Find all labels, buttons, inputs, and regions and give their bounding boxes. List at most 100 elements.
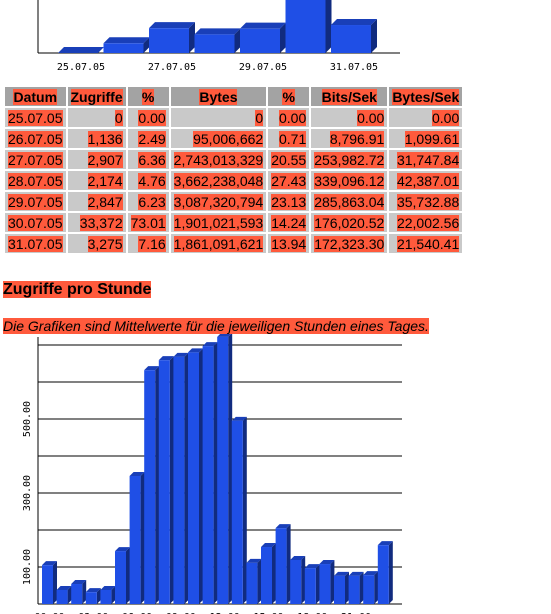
bar — [240, 28, 280, 53]
bar-top — [188, 348, 203, 353]
cell-text: 95,006,662 — [193, 130, 264, 147]
cell-text: 0 — [255, 109, 264, 126]
cell-text: 3,087,320,794 — [173, 193, 264, 210]
table-cell: 2,743,013,329 — [170, 150, 267, 169]
bar-side — [155, 366, 160, 604]
cell-text: 73.01 — [130, 214, 166, 231]
cell-text: 27.07.05 — [8, 151, 63, 168]
header-cell: % — [127, 87, 169, 106]
table-cell: 1,861,091,621 — [170, 234, 267, 253]
bar-side — [199, 348, 203, 604]
bar-side — [325, 0, 332, 53]
bar-side — [213, 342, 218, 604]
table-row: 29.07.05 2,847 6.23 3,087,320,794 23.13 285,8… — [5, 192, 463, 211]
bar-side — [169, 356, 174, 604]
x-tick-label: 21.00 — [341, 612, 371, 614]
table-cell: 285,863.04 — [311, 192, 388, 211]
table-cell: 3,275 — [67, 234, 126, 253]
header-text: Bits/Sek — [321, 88, 377, 105]
cell-text: 27.43 — [271, 172, 307, 189]
header-text: Bytes/Sek — [392, 88, 460, 105]
bar-top — [115, 547, 130, 552]
table-cell: 1,901,021,593 — [170, 213, 267, 232]
bar-top — [240, 22, 286, 29]
x-tick-label: 15.00 — [253, 612, 283, 614]
bar-top — [202, 342, 218, 347]
cell-text: 2,847 — [87, 193, 123, 210]
bar-side — [242, 416, 247, 604]
bar — [188, 352, 199, 604]
table-cell: 0.00 — [127, 108, 169, 127]
bar — [334, 575, 345, 604]
bar-top — [334, 571, 349, 576]
bar-side — [189, 22, 195, 53]
bar — [71, 584, 83, 604]
bar-side — [301, 555, 306, 604]
table-cell: 27.43 — [268, 171, 310, 190]
x-tick-label: 00.00 — [34, 612, 64, 614]
table-row: 30.07.05 33,372 73.01 1,901,021,593 14.24 176… — [5, 213, 463, 232]
table-cell: 29.07.05 — [5, 192, 66, 211]
bar-side — [126, 547, 130, 604]
table-cell: 2,847 — [67, 192, 126, 211]
table-cell: 22,002.56 — [389, 213, 463, 232]
y-tick-label: 500.00 — [22, 401, 33, 437]
cell-text: 6.23 — [138, 193, 166, 210]
table-cell: 33,372 — [67, 213, 126, 232]
cell-text: 2,907 — [87, 151, 123, 168]
bar — [129, 475, 141, 604]
cell-text: 6.36 — [138, 151, 166, 168]
bar — [290, 559, 302, 604]
bar — [285, 0, 326, 53]
cell-text: 7.16 — [138, 235, 166, 252]
table-cell: 31,747.84 — [389, 150, 463, 169]
cell-text: 3,662,238,048 — [173, 172, 264, 189]
cell-text: 28.07.05 — [8, 172, 63, 189]
table-cell: 0.00 — [389, 108, 463, 127]
x-tick-label: 27.07.05 — [148, 62, 196, 73]
header-cell: % — [268, 87, 310, 106]
table-cell: 6.23 — [127, 192, 169, 211]
table-row: 25.07.05 0 0.00 0 0.00 0.00 0.00 — [5, 108, 463, 127]
cell-text: 2,174 — [87, 172, 123, 189]
table-cell: 3,662,238,048 — [170, 171, 267, 190]
cell-text: 285,863.04 — [314, 193, 385, 210]
stats-table: Datum Zugriffe% Bytes% Bits/Sek Bytes/Sek 25.… — [3, 85, 464, 255]
table-row: 31.07.05 3,275 7.16 1,861,091,621 13.94 172,3… — [5, 234, 463, 253]
bar — [173, 356, 185, 604]
bar-top — [331, 19, 377, 26]
bar-side — [228, 332, 233, 604]
cell-text: 42,387.01 — [396, 172, 460, 189]
cell-text: 31,747.84 — [396, 151, 460, 168]
cell-text: 29.07.05 — [8, 193, 63, 210]
table-cell: 3,087,320,794 — [170, 192, 267, 211]
bar-side — [345, 571, 349, 604]
bar — [158, 360, 170, 604]
table-cell: 23.13 — [268, 192, 310, 211]
bar-side — [388, 541, 393, 604]
bar-side — [234, 28, 241, 53]
bar-side — [315, 564, 320, 604]
x-tick-label: 25.07.05 — [57, 62, 105, 73]
x-tick-label: 03.00 — [78, 612, 108, 614]
bar-side — [330, 560, 335, 604]
bar-side — [140, 471, 145, 604]
bar-top — [246, 558, 262, 563]
table-cell: 31.07.05 — [5, 234, 66, 253]
table-cell: 176,020.52 — [311, 213, 388, 232]
bar-top — [103, 37, 150, 44]
table-cell: 26.07.05 — [5, 129, 66, 148]
bar-top — [173, 352, 189, 357]
bar — [261, 547, 272, 604]
header-cell: Bytes/Sek — [389, 87, 463, 106]
table-cell: 0 — [67, 108, 126, 127]
table-cell: 30.07.05 — [5, 213, 66, 232]
bar — [115, 551, 126, 604]
bar-side — [96, 588, 101, 604]
bar — [377, 545, 389, 604]
bar-side — [371, 19, 377, 54]
cell-text: 172,323.30 — [314, 235, 385, 252]
bar — [231, 420, 243, 604]
x-tick-label: 18.00 — [297, 612, 327, 614]
